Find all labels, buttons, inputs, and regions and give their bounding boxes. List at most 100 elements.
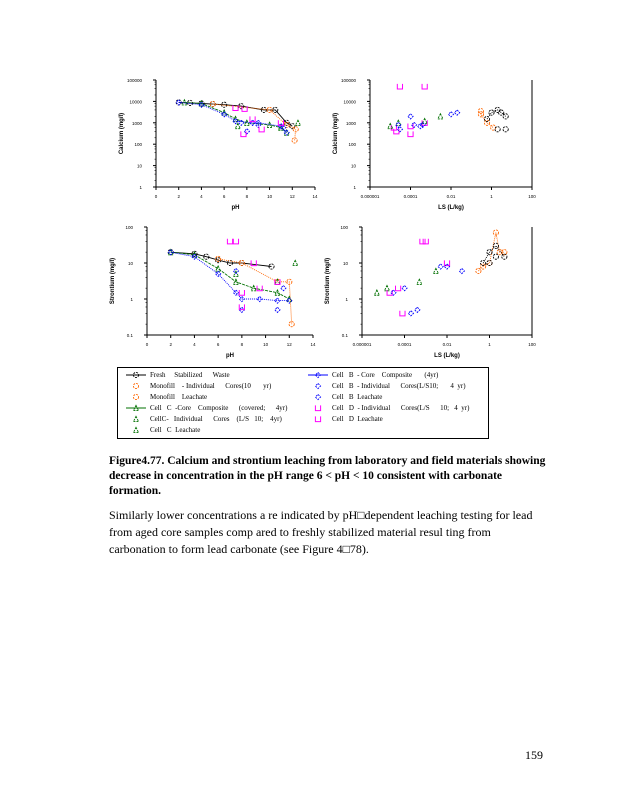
data-point (488, 109, 495, 116)
legend-item: Cell C Leachate (126, 426, 200, 434)
data-point (494, 106, 501, 113)
series-cell-d (226, 238, 281, 311)
series-cell-b (395, 109, 461, 133)
x-tick-label: 0.01 (443, 342, 452, 347)
data-point (395, 285, 402, 292)
chart-strontium-vs-ls: 0.000001 0.0001 0.01 1 100 0.1 1 10 100 LS (L/kg)… (0, 0, 618, 365)
y-tick-label: 100 (348, 142, 356, 147)
legend-label: Cell D Leachate (332, 415, 383, 423)
x-tick-label: 0.0001 (398, 342, 412, 347)
legend-item: Fresh Stabilized Waste (126, 371, 230, 379)
data-point (437, 263, 444, 270)
data-point (393, 128, 400, 135)
data-point (475, 267, 482, 275)
data-point (419, 238, 426, 245)
x-tick-label: 2 (177, 194, 180, 199)
data-point (232, 117, 239, 125)
data-point (256, 295, 263, 303)
data-point (256, 285, 263, 292)
data-point (502, 113, 509, 120)
series-cell-b (390, 263, 466, 317)
data-point (226, 259, 234, 267)
caption-line-1: Figure4.77. Calcium and strontium leachi… (109, 455, 546, 467)
series-cell-b-individual (232, 267, 287, 314)
legend-marker (132, 393, 140, 401)
data-point (422, 238, 429, 245)
data-point (373, 289, 381, 296)
data-point (421, 117, 428, 125)
legend-circle-icon (126, 371, 146, 379)
legend-item: Cell D - Individual Cores(L/S 10; 4 yr) (308, 404, 469, 412)
data-point (386, 290, 393, 296)
legend-label: Monofill - Individual Cores(10 yr) (150, 382, 272, 390)
data-point (496, 249, 503, 256)
legend-marker (132, 371, 140, 379)
chart-strontium-vs-ph: 0 2 4 6 8 10 12 14 0.1 1 10 100 pH Strontium (mg/l) (0, 0, 618, 365)
x-tick-label: 6 (217, 342, 220, 347)
data-point (234, 122, 242, 130)
series-cell-d (390, 83, 428, 138)
data-point (396, 83, 404, 90)
data-point (167, 248, 175, 256)
data-point (274, 306, 281, 314)
data-point (167, 248, 174, 256)
legend-label: CellC- Individual Cores (L/S 10; 4yr) (150, 415, 282, 423)
x-tick-label: 1 (490, 194, 493, 199)
data-point (286, 297, 293, 304)
data-point (407, 131, 414, 138)
y-tick-label: 1000 (132, 121, 143, 126)
chart-calcium-vs-ph: 0 2 4 6 8 10 12 14 1 10 100 1000 10000 100000 pH Calciu… (0, 0, 618, 225)
data-point (209, 101, 216, 108)
y-tick-label: 100 (125, 225, 133, 230)
y-axis-label: Strontium (mg/l) (325, 258, 331, 304)
data-point (383, 284, 391, 292)
data-point (395, 121, 402, 129)
data-point (410, 121, 418, 129)
x-tick-label: 8 (241, 342, 244, 347)
x-tick-label: 100 (528, 194, 536, 199)
data-point (458, 267, 466, 275)
legend-diamond-icon (314, 393, 322, 401)
x-tick-label: 0 (155, 194, 158, 199)
legend-label: Fresh Stabilized Waste (150, 371, 230, 379)
series-cell-c (386, 112, 444, 130)
series-line (482, 245, 505, 264)
data-point (272, 106, 279, 113)
data-point (447, 111, 455, 118)
x-tick-label: 2 (169, 342, 172, 347)
x-tick-label: 8 (246, 194, 249, 199)
data-point (214, 264, 222, 272)
data-point (502, 126, 509, 133)
series-line (480, 111, 494, 128)
data-point (443, 263, 451, 270)
y-axis-label: Strontium (mg/l) (110, 258, 116, 304)
x-tick-label: 10 (267, 194, 273, 199)
data-point (243, 128, 251, 135)
legend-marker (314, 371, 322, 379)
data-point (407, 310, 415, 317)
y-tick-label: 1000 (346, 121, 357, 126)
legend-label: Cell C -Core Composite (covered; 4yr) (150, 404, 288, 412)
data-point (421, 83, 428, 90)
data-point (238, 295, 246, 303)
y-tick-label: 100 (340, 225, 348, 230)
data-point (416, 278, 423, 285)
data-point (238, 290, 245, 296)
legend-triangle-icon (126, 404, 146, 412)
data-point (291, 137, 298, 144)
series-cell-d-individual-cores (232, 105, 285, 138)
y-axis-label: Calcium (mg/l) (333, 113, 339, 154)
data-point (232, 289, 240, 296)
data-point (266, 106, 273, 113)
data-point (274, 297, 281, 304)
series-cell-b-composite (167, 248, 293, 304)
data-point (414, 306, 421, 314)
data-point (215, 255, 222, 262)
data-point (232, 270, 240, 277)
data-point (453, 109, 461, 116)
data-point (258, 126, 265, 133)
data-point (292, 126, 299, 133)
legend-marker (132, 382, 140, 390)
legend-marker (314, 416, 322, 423)
legend-label: Cell D - Individual Cores(L/S 10; 4 yr) (332, 404, 470, 412)
